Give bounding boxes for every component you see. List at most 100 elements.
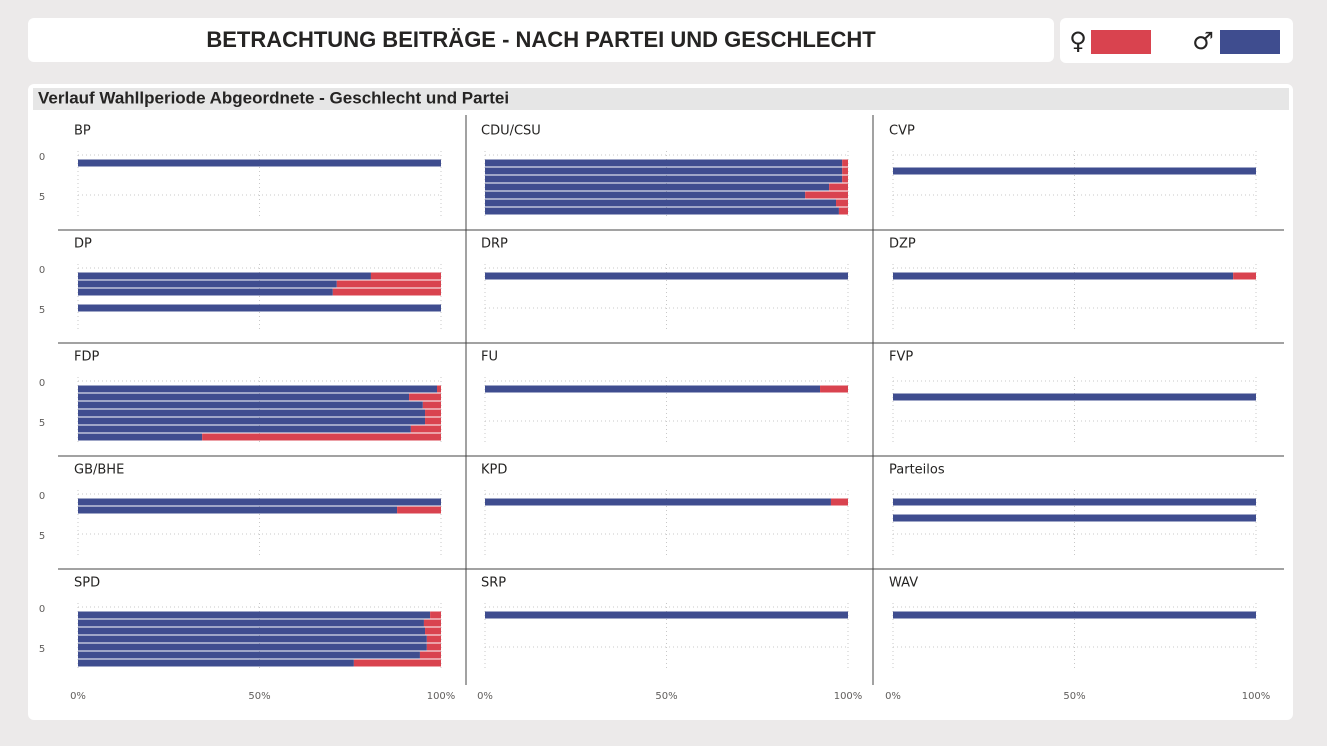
y-tick-label: 0 <box>39 604 45 615</box>
bar-segment <box>78 288 333 296</box>
bar-segment <box>893 393 1256 401</box>
bar-segment <box>485 199 837 207</box>
bar-segment <box>78 506 398 514</box>
bar-segment <box>893 498 1256 506</box>
bar-segment <box>78 619 424 627</box>
bar-segment <box>836 199 848 207</box>
bar-segment <box>78 635 427 643</box>
bar-segment <box>78 417 426 425</box>
bar-segment <box>332 288 441 296</box>
bar-segment <box>426 643 441 651</box>
bar-segment <box>829 183 848 191</box>
panel-title: CVP <box>889 124 915 139</box>
x-tick-label: 0% <box>70 691 86 702</box>
bar-segment <box>485 498 831 506</box>
bar-segment <box>485 207 839 215</box>
panel-title: FU <box>481 350 498 365</box>
bar-segment <box>78 272 371 280</box>
bar-segment <box>336 280 441 288</box>
y-tick-label: 5 <box>39 192 45 203</box>
bar-segment <box>805 191 848 199</box>
bar-segment <box>78 385 438 393</box>
bar-segment <box>485 611 848 619</box>
bar-segment <box>485 191 806 199</box>
x-tick-label: 0% <box>477 691 493 702</box>
panel-title: SPD <box>74 576 100 591</box>
panel-title: Parteilos <box>889 463 945 478</box>
bar-segment <box>893 272 1234 280</box>
bar-segment <box>842 175 848 183</box>
panel-title: WAV <box>889 576 918 591</box>
bar-segment <box>78 401 423 409</box>
panel-title: DZP <box>889 237 916 252</box>
x-tick-label: 100% <box>427 691 456 702</box>
x-tick-label: 100% <box>834 691 863 702</box>
legend-label: ♀ <box>1069 27 1087 55</box>
panel-title: KPD <box>481 463 507 478</box>
panel-title: FDP <box>74 350 99 365</box>
y-tick-label: 0 <box>39 152 45 163</box>
bar-segment <box>893 611 1256 619</box>
bar-segment <box>485 159 843 167</box>
bar-segment <box>422 401 441 409</box>
panel-title: BP <box>74 124 91 139</box>
y-tick-label: 5 <box>39 418 45 429</box>
bar-segment <box>78 651 420 659</box>
bar-segment <box>425 409 441 417</box>
y-tick-label: 5 <box>39 305 45 316</box>
legend-label: ♂ <box>1192 27 1214 55</box>
bar-segment <box>78 627 426 635</box>
bar-segment <box>423 619 441 627</box>
bar-segment <box>842 159 848 167</box>
y-tick-label: 0 <box>39 491 45 502</box>
bar-segment <box>425 627 441 635</box>
header-card <box>28 18 1054 62</box>
panel-title: GB/BHE <box>74 463 124 478</box>
chart-card <box>28 84 1293 720</box>
y-tick-label: 5 <box>39 644 45 655</box>
bar-segment <box>78 498 441 506</box>
header-title: BETRACHTUNG BEITRÄGE - NACH PARTEI UND G… <box>206 27 876 52</box>
panel-title: SRP <box>481 576 506 591</box>
y-tick-label: 0 <box>39 378 45 389</box>
x-tick-label: 100% <box>1242 691 1271 702</box>
panel-title: FVP <box>889 350 913 365</box>
panel-title: CDU/CSU <box>481 124 541 139</box>
bar-segment <box>78 409 426 417</box>
bar-segment <box>1233 272 1256 280</box>
panel-title: DP <box>74 237 92 252</box>
bar-segment <box>830 498 848 506</box>
bar-segment <box>78 304 441 312</box>
subtitle-bar <box>33 88 1289 110</box>
bar-segment <box>410 425 441 433</box>
legend-swatch <box>1220 30 1280 54</box>
bar-segment <box>437 385 441 393</box>
bar-segment <box>78 393 410 401</box>
bar-segment <box>78 659 354 667</box>
chart-subtitle: Verlauf Wahllperiode Abgeordnete - Gesch… <box>38 88 509 107</box>
bar-segment <box>485 167 843 175</box>
y-tick-label: 5 <box>39 531 45 542</box>
bar-segment <box>78 159 441 167</box>
bar-segment <box>202 433 441 441</box>
bar-segment <box>370 272 441 280</box>
x-tick-label: 50% <box>655 691 677 702</box>
bar-segment <box>78 425 411 433</box>
bar-segment <box>78 433 203 441</box>
bar-segment <box>485 175 843 183</box>
bar-segment <box>842 167 848 175</box>
bar-segment <box>78 280 337 288</box>
bar-segment <box>409 393 441 401</box>
bar-segment <box>78 611 431 619</box>
bar-segment <box>820 385 848 393</box>
bar-segment <box>353 659 441 667</box>
bar-segment <box>485 183 830 191</box>
bar-segment <box>893 167 1256 175</box>
bar-segment <box>397 506 441 514</box>
y-tick-label: 0 <box>39 265 45 276</box>
bar-segment <box>485 385 821 393</box>
legend-swatch <box>1091 30 1151 54</box>
x-tick-label: 50% <box>1063 691 1085 702</box>
